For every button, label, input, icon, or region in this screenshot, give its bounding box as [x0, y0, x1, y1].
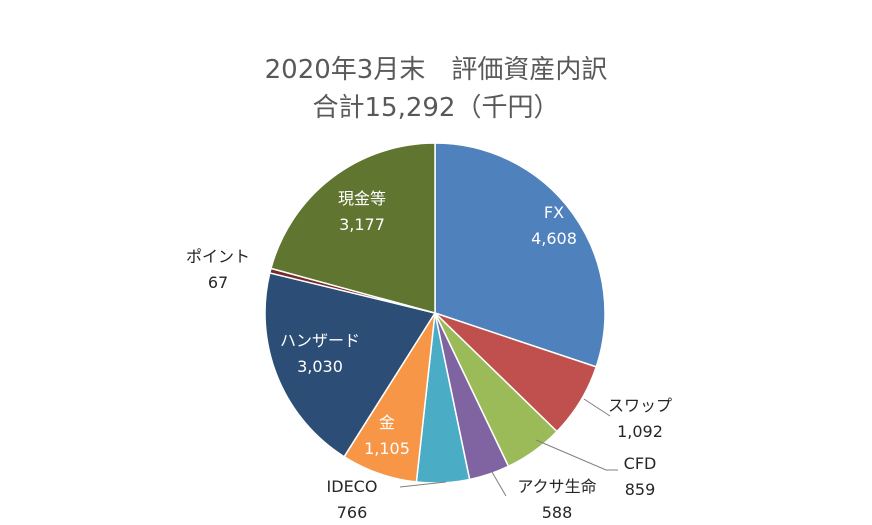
slice-3-name-label: アクサ生命: [517, 477, 596, 496]
slice-4-value-label: 766: [337, 503, 368, 522]
slice-3-value-label: 588: [542, 503, 573, 522]
slice-7-name-label: ポイント: [186, 247, 250, 266]
slice-1-leader-line: [583, 398, 611, 417]
slice-8-name-label: 現金等: [338, 189, 386, 208]
slice-0-name-label: FX: [544, 203, 564, 222]
slice-2-leader-line: [535, 439, 618, 471]
slice-6-name-label: ハンザード: [280, 331, 360, 350]
slice-7-value-label: 67: [208, 273, 228, 292]
chart-title: 2020年3月末 評価資産内訳: [265, 55, 608, 85]
slice-1-value-label: 1,092: [617, 422, 663, 441]
slice-4-leader-line: [399, 481, 447, 488]
pie-slices: [264, 142, 606, 484]
slice-0-wedge: [434, 142, 606, 368]
slice-8-value-label: 3,177: [339, 215, 385, 234]
slice-8-wedge: [270, 142, 436, 314]
slice-6-wedge: [264, 272, 437, 458]
slice-1-name-label: スワップ: [608, 396, 672, 415]
slice-2-value-label: 859: [625, 480, 656, 499]
slice-3-leader-line: [491, 471, 507, 497]
slice-2-name-label: CFD: [624, 454, 657, 473]
leader-lines: [399, 398, 618, 497]
slice-0-value-label: 4,608: [531, 229, 577, 248]
slice-4-name-label: IDECO: [327, 477, 378, 496]
slice-6-value-label: 3,030: [297, 357, 343, 376]
slice-5-name-label: 金: [379, 413, 395, 432]
slice-labels: FX 4,608 スワップ 1,092 CFD 859 アクサ生命 588 IDECO 766 金 1…: [186, 189, 672, 522]
slice-5-value-label: 1,105: [364, 439, 410, 458]
chart-subtitle: 合計15,292（千円）: [313, 93, 560, 123]
